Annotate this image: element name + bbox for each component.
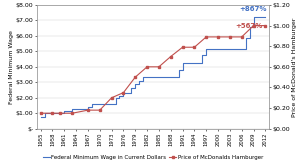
Price of McDonalds Hamburger [181,46,185,48]
Price of McDonalds Hamburger [228,36,232,38]
Price of McDonalds Hamburger [263,25,267,27]
Price of McDonalds Hamburger [204,36,208,38]
Federal Minimum Wage in Current Dollars [252,16,255,17]
Price of McDonalds Hamburger [145,66,149,68]
Price of McDonalds Hamburger [39,112,43,114]
Federal Minimum Wage in Current Dollars [188,62,192,64]
Federal Minimum Wage in Current Dollars [228,48,232,50]
Line: Federal Minimum Wage in Current Dollars: Federal Minimum Wage in Current Dollars [41,16,265,117]
Price of McDonalds Hamburger [169,56,173,58]
Price of McDonalds Hamburger [121,92,125,94]
Price of McDonalds Hamburger [252,25,255,27]
Text: +567%: +567% [236,23,263,29]
Text: +867%: +867% [240,6,267,12]
Price of McDonalds Hamburger [192,46,196,48]
Price of McDonalds Hamburger [240,36,244,38]
Federal Minimum Wage in Current Dollars [204,48,208,50]
Price of McDonalds Hamburger [98,109,102,111]
Price of McDonalds Hamburger [133,76,137,78]
Legend: Federal Minimum Wage in Current Dollars, Price of McDonalds Hamburger: Federal Minimum Wage in Current Dollars,… [41,153,265,162]
Price of McDonalds Hamburger [70,112,74,114]
Y-axis label: Price of McDonald's Hamburger: Price of McDonald's Hamburger [292,17,297,116]
Line: Price of McDonalds Hamburger: Price of McDonalds Hamburger [39,24,267,115]
Federal Minimum Wage in Current Dollars [90,103,94,105]
Federal Minimum Wage in Current Dollars [256,16,259,17]
Price of McDonalds Hamburger [58,112,62,114]
Y-axis label: Federal Minimum Wage: Federal Minimum Wage [9,30,14,104]
Price of McDonalds Hamburger [216,36,220,38]
Price of McDonalds Hamburger [110,97,114,99]
Federal Minimum Wage in Current Dollars [94,103,98,105]
Price of McDonalds Hamburger [86,109,90,111]
Federal Minimum Wage in Current Dollars [263,16,267,17]
Price of McDonalds Hamburger [157,66,161,68]
Price of McDonalds Hamburger [51,112,54,114]
Federal Minimum Wage in Current Dollars [39,116,43,118]
